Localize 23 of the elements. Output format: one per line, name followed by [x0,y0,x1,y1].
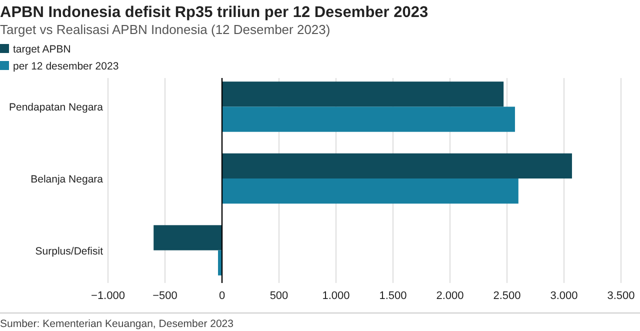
legend-label: target APBN [13,44,71,56]
bar [222,178,518,204]
x-tick-label: −1.000 [91,290,125,302]
x-tick-label: 500 [270,290,288,302]
bar [222,153,572,178]
bar [222,106,515,132]
chart-subtitle: Target vs Realisasi APBN Indonesia (12 Desember 2023) [0,22,330,37]
x-tick-label: 2.000 [436,290,464,302]
bar [154,225,222,250]
x-tick-label: 3.500 [607,290,635,302]
y-tick-label: Surplus/Defisit [35,245,104,258]
chart-title: APBN Indonesia defisit Rp35 triliun per 12 Desember 2023 [0,4,428,21]
y-tick-label: Belanja Negara [30,174,104,186]
x-tick-label: 0 [218,290,226,302]
legend-label: per 12 desember 2023 [13,60,119,72]
x-tick-label: 1.000 [322,290,350,302]
x-tick-label: 1.500 [379,290,407,302]
text: Sumber: Kementerian Keuangan, Desember 2023 [0,318,234,330]
bar [222,82,504,107]
x-tick-label: 3.000 [550,290,578,302]
x-tick-label: 2.500 [493,290,521,302]
y-tick-label: Pendapatan Negara [9,102,104,114]
x-tick-label: −500 [152,290,178,302]
